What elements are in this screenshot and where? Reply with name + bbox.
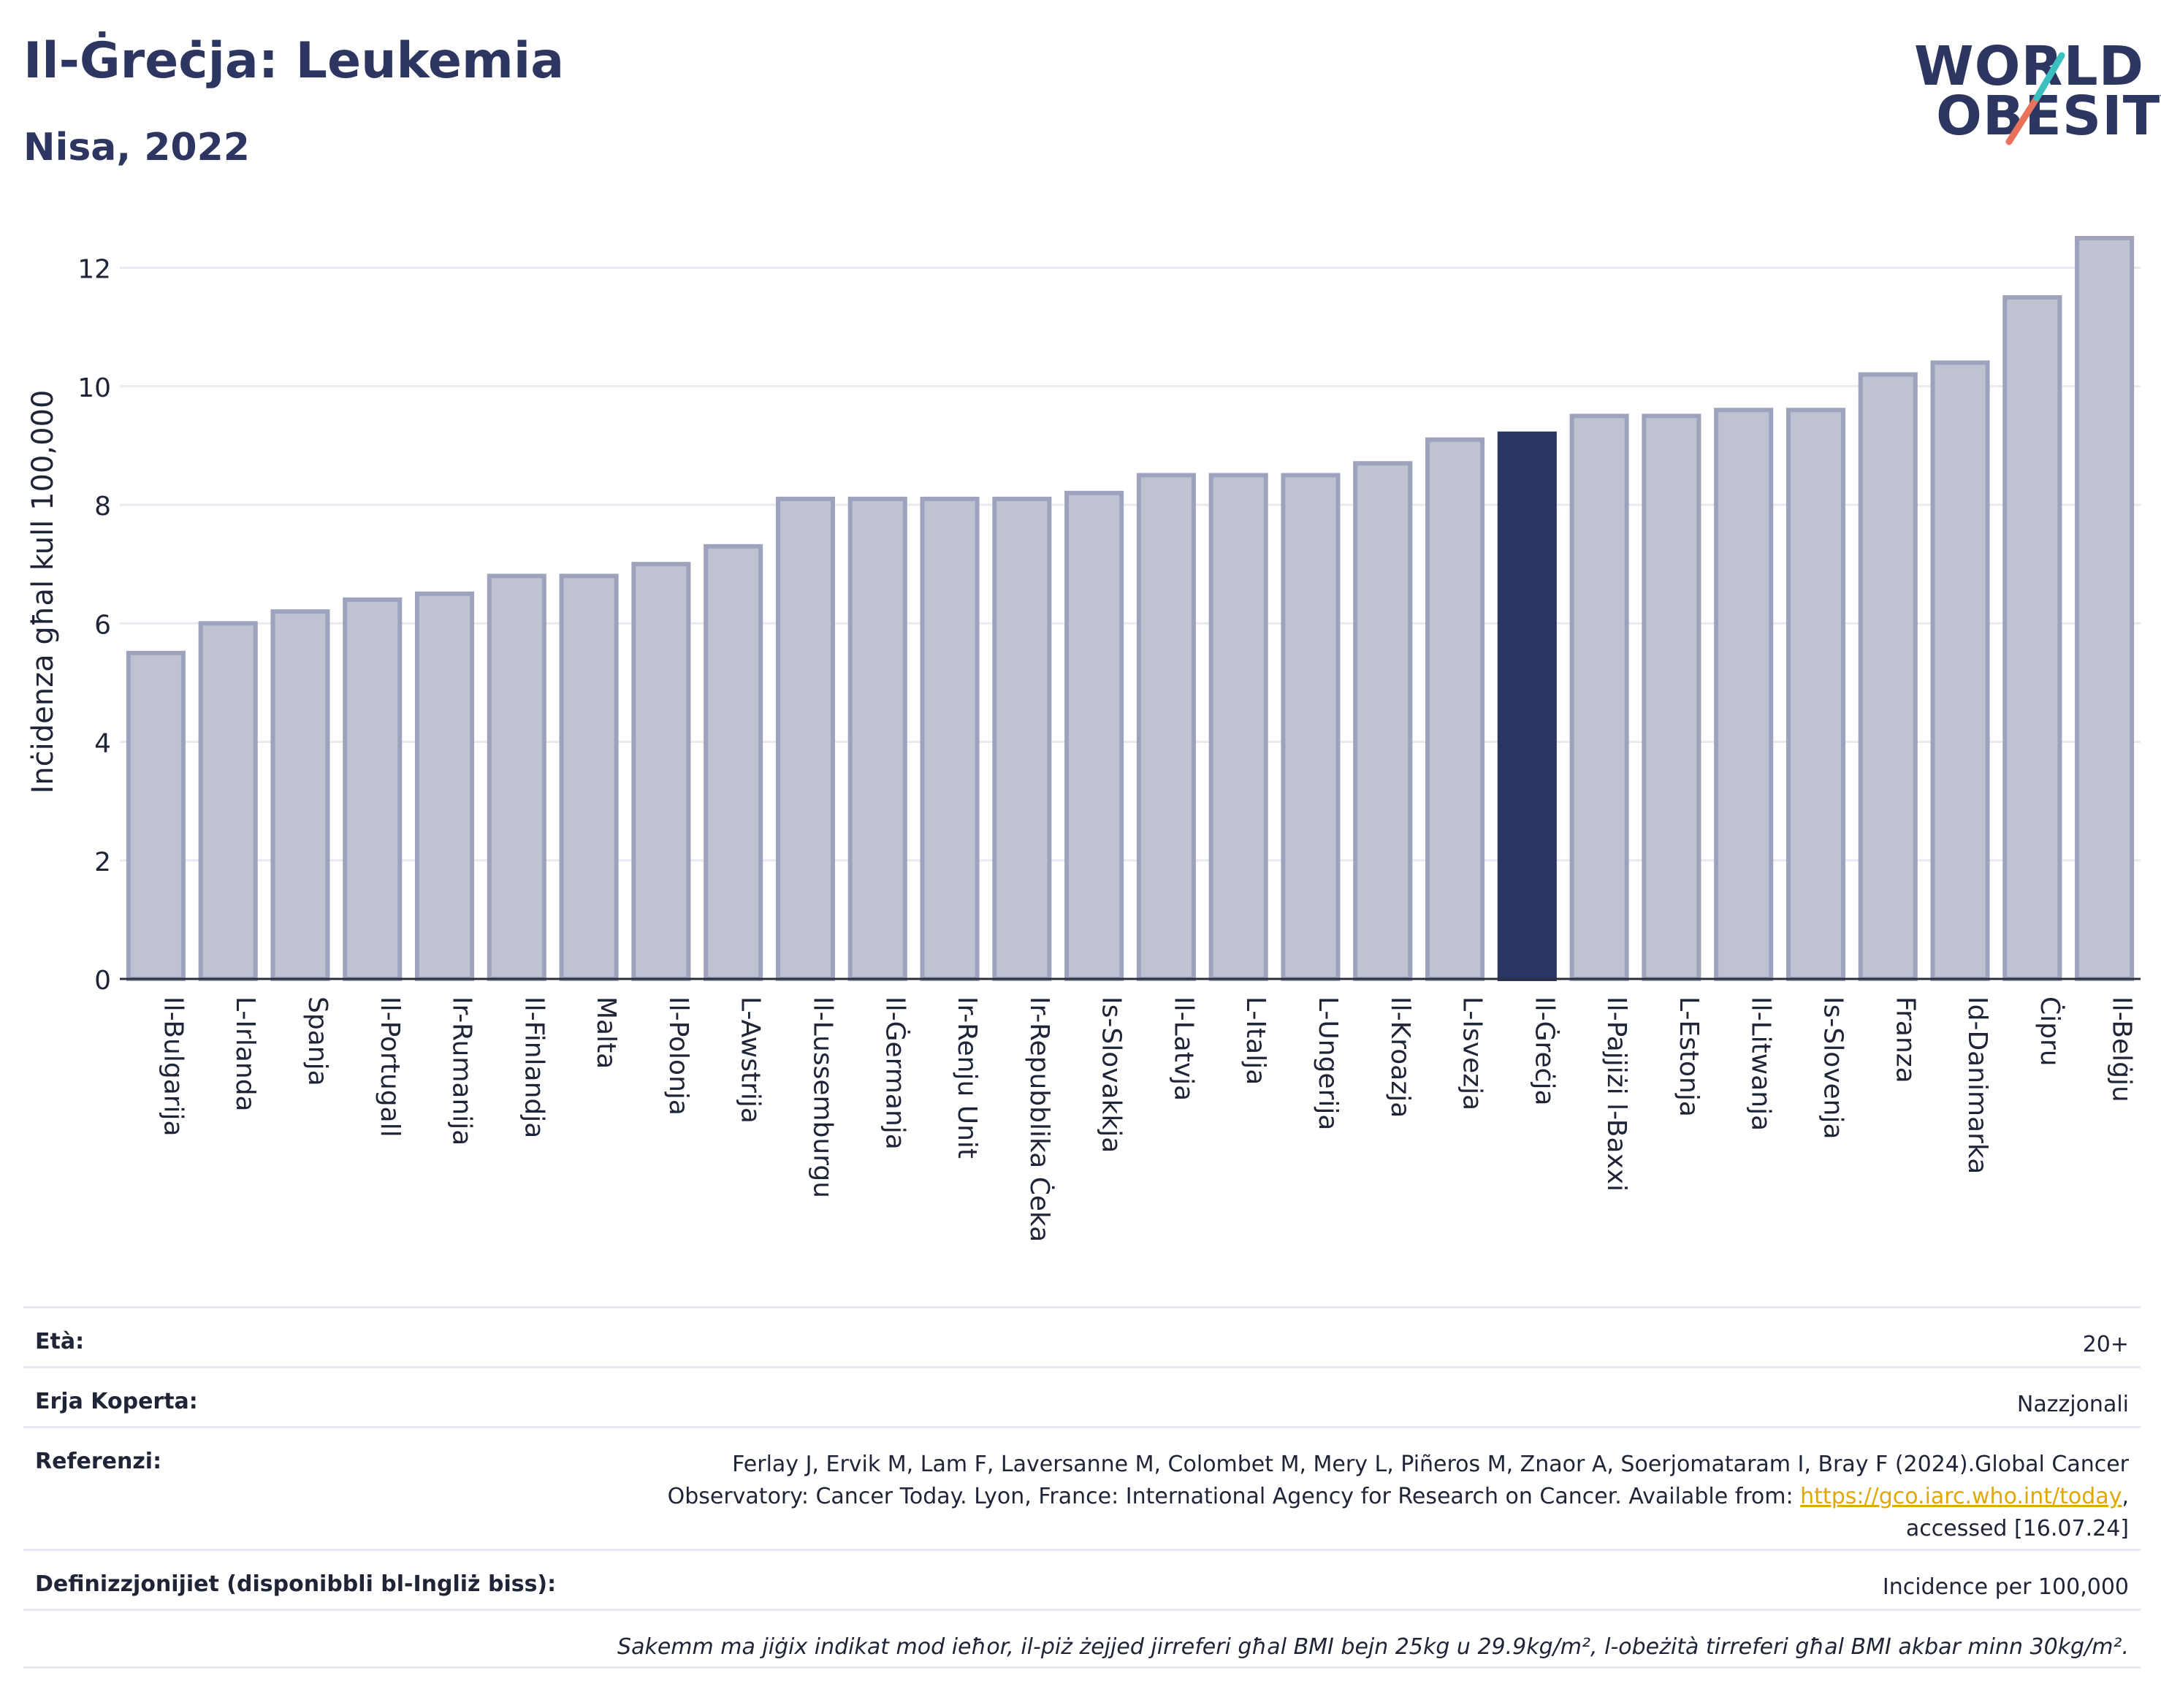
- y-axis-label: Inċidenza għal kull 100,000: [26, 390, 60, 794]
- bar-13: [1064, 490, 1124, 981]
- x-tick-label: Is-Slovakkja: [1097, 996, 1127, 1153]
- bar-24: [1858, 372, 1918, 981]
- x-tick-label: Is-Slovenja: [1818, 996, 1848, 1140]
- x-tick-label: Il-Finlandja: [519, 996, 549, 1138]
- x-tick-label: Malta: [591, 996, 621, 1069]
- bars: [126, 236, 2135, 982]
- x-tick-label: Il-Ġreċja: [1529, 996, 1560, 1106]
- x-tick-label: L-Awstrija: [736, 996, 766, 1124]
- x-tick-label: Il-Latvja: [1168, 996, 1198, 1101]
- page-title: Il-Ġreċja: Leukemia: [23, 32, 565, 90]
- x-tick-label: Spanja: [302, 996, 332, 1086]
- bar-27: [2075, 236, 2135, 981]
- bar-16: [1281, 473, 1341, 981]
- axes: 0 2 4 6 8 10 12 Il-Bulgarija L-Irlanda Spanja Il-P…: [77, 255, 2141, 1242]
- x-tick-label: L-Estonja: [1674, 996, 1704, 1117]
- bar-0: [126, 650, 186, 982]
- footnote: Sakemm ma jiġix indikat mod ieħor, il-pi…: [617, 1634, 2129, 1660]
- y-tick-label: 6: [94, 610, 111, 640]
- x-tick-label: Franza: [1890, 996, 1920, 1083]
- definitions-label: Definizzjonijiet (disponibbli bl-Ingliż …: [35, 1571, 557, 1597]
- definitions-value: Incidence per 100,000: [1882, 1574, 2129, 1600]
- meta-row-references: Referenzi: Ferlay J, Ervik M, Lam F, Lav…: [23, 1426, 2141, 1549]
- x-tick-label: Il-Bulgarija: [158, 996, 188, 1137]
- x-tick-label: Il-Ġermanja: [880, 996, 910, 1150]
- references-value: Ferlay J, Ervik M, Lam F, Laversanne M, …: [668, 1449, 2129, 1545]
- bar-19: [1497, 431, 1557, 981]
- bar-4: [414, 591, 475, 981]
- x-tick-label: Il-Kroazja: [1385, 996, 1415, 1118]
- x-tick-label: Ċipru: [2035, 996, 2065, 1067]
- meta-row-definitions: Definizzjonijiet (disponibbli bl-Ingliż …: [23, 1549, 2141, 1609]
- x-tick-label: L-Ungerija: [1313, 996, 1343, 1130]
- bar-1: [198, 621, 258, 982]
- bar-3: [343, 597, 403, 981]
- bar-20: [1569, 413, 1629, 981]
- bar-12: [992, 496, 1052, 981]
- bar-11: [920, 496, 980, 981]
- logo-line-1: WORLD: [1914, 35, 2145, 98]
- x-tick-label: L-Italja: [1240, 996, 1270, 1085]
- logo-slash-icon: [2005, 52, 2065, 145]
- area-label: Erja Koperta:: [35, 1389, 198, 1414]
- x-tick-label: Id-Danimarka: [1962, 996, 1992, 1174]
- bar-25: [1930, 360, 1990, 981]
- x-tick-label: Ir-Rumanija: [447, 996, 477, 1145]
- reference-text-1: Ferlay J, Ervik M, Lam F, Laversanne M, …: [732, 1452, 2129, 1477]
- y-tick-label: 0: [94, 966, 111, 996]
- x-tick-label: Il-Portugall: [375, 996, 405, 1137]
- logo-line-2: OBESITY: [1936, 85, 2161, 148]
- y-tick-label: 10: [77, 373, 111, 403]
- bar-2: [270, 609, 330, 982]
- reference-text-2: Observatory: Cancer Today. Lyon, France:…: [667, 1484, 1801, 1509]
- bar-22: [1714, 408, 1774, 981]
- bar-5: [487, 573, 546, 981]
- references-label: Referenzi:: [35, 1449, 162, 1474]
- world-obesity-logo: WORLD OBESITY: [1899, 32, 2161, 156]
- bar-14: [1136, 473, 1196, 981]
- x-tick-label: Ir-Renju Unit: [952, 996, 982, 1159]
- x-tick-label: L-Isvezja: [1457, 996, 1487, 1110]
- bar-23: [1785, 408, 1846, 981]
- bar-6: [559, 573, 619, 981]
- bar-17: [1353, 461, 1413, 981]
- x-tick-label: Il-Polonja: [663, 996, 693, 1116]
- meta-row-note: Sakemm ma jiġix indikat mod ieħor, il-pi…: [23, 1609, 2141, 1669]
- x-tick-label: Il-Litwanja: [1746, 996, 1776, 1131]
- x-tick-label: Il-Lussemburgu: [807, 996, 837, 1198]
- reference-link[interactable]: https://gco.iarc.who.int/today: [1800, 1484, 2122, 1509]
- meta-row-age: Età: 20+: [23, 1306, 2141, 1366]
- y-tick-label: 8: [94, 492, 111, 522]
- bar-18: [1425, 437, 1485, 981]
- y-tick-label: 12: [77, 255, 111, 285]
- x-tick-label: Il-Belġju: [2107, 996, 2137, 1102]
- bar-26: [2002, 295, 2062, 981]
- reference-text-3: ,: [2122, 1484, 2129, 1509]
- bar-8: [704, 544, 763, 981]
- page-subtitle: Nisa, 2022: [23, 126, 250, 169]
- area-value: Nazzjonali: [2016, 1392, 2129, 1417]
- bar-15: [1208, 473, 1268, 981]
- metadata-table: Età: 20+ Erja Koperta: Nazzjonali Refere…: [23, 1306, 2141, 1669]
- x-tick-label: Il-Pajjiżi l-Baxxi: [1601, 996, 1631, 1192]
- bar-10: [847, 496, 907, 981]
- meta-row-area: Erja Koperta: Nazzjonali: [23, 1366, 2141, 1426]
- reference-text-4: accessed [16.07.24]: [1905, 1516, 2129, 1541]
- bar-21: [1642, 413, 1701, 981]
- bar-7: [631, 562, 691, 981]
- age-value: 20+: [2082, 1332, 2129, 1357]
- bar-chart: 0 2 4 6 8 10 12 Il-Bulgarija L-Irlanda Spanja Il-P…: [26, 236, 2141, 1242]
- bar-9: [775, 496, 836, 981]
- y-tick-label: 4: [94, 729, 111, 759]
- x-tick-label: Ir-Repubblika Ċeka: [1024, 996, 1055, 1242]
- age-label: Età:: [35, 1329, 85, 1354]
- x-tick-label: L-Irlanda: [230, 996, 260, 1112]
- y-tick-label: 2: [94, 847, 111, 877]
